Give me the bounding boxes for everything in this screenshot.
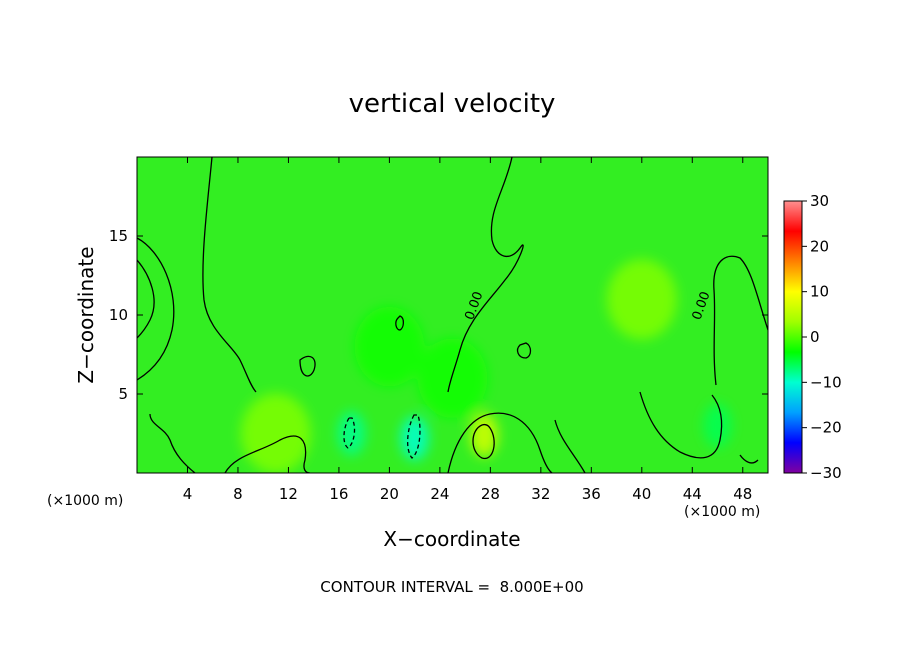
contour-line bbox=[739, 454, 759, 464]
colorbar-scale bbox=[783, 200, 803, 474]
x-tick-label: 36 bbox=[582, 485, 601, 503]
velocity-anomaly bbox=[417, 338, 488, 419]
colorbar-tick-label: 10 bbox=[810, 283, 829, 301]
colorbar-tick-label: 20 bbox=[810, 237, 829, 255]
contour-line bbox=[343, 417, 356, 449]
colorbar-tick-label: −30 bbox=[810, 464, 842, 482]
x-tick-label: 32 bbox=[531, 485, 550, 503]
x-axis-label: X−coordinate bbox=[383, 527, 520, 551]
x-tick-label: 28 bbox=[481, 485, 500, 503]
colorbar-tick-label: 30 bbox=[810, 192, 829, 210]
contour-line bbox=[224, 435, 311, 473]
contour-line bbox=[516, 342, 532, 359]
contour-line bbox=[472, 423, 495, 459]
x-tick-label: 4 bbox=[183, 485, 193, 503]
velocity-anomaly bbox=[470, 413, 499, 458]
contour-line bbox=[639, 391, 723, 459]
contour-line bbox=[395, 315, 405, 331]
contour-line bbox=[554, 419, 586, 473]
x-tick-label: 40 bbox=[632, 485, 651, 503]
colorbar-tick-label: 0 bbox=[810, 328, 820, 346]
y-tick-label: 15 bbox=[109, 227, 128, 245]
contour-line bbox=[447, 157, 524, 393]
x-tick-label: 20 bbox=[380, 485, 399, 503]
velocity-anomaly bbox=[703, 403, 732, 448]
x-unit-right: (×1000 m) bbox=[684, 504, 760, 520]
velocity-anomaly bbox=[606, 259, 677, 340]
y-tick-label: 5 bbox=[118, 385, 128, 403]
velocity-anomaly bbox=[240, 393, 311, 473]
x-tick-label: 44 bbox=[683, 485, 702, 503]
velocity-anomaly bbox=[337, 411, 366, 456]
y-tick-label: 10 bbox=[109, 306, 128, 324]
colorbar: 30 20 10 0 −10 −20 −30 bbox=[783, 192, 842, 482]
velocity-anomaly bbox=[400, 416, 429, 461]
contour-line bbox=[149, 413, 196, 473]
x-tick-label: 16 bbox=[329, 485, 348, 503]
contour-line bbox=[202, 157, 257, 393]
contour-interval-note: CONTOUR INTERVAL = 8.000E+00 bbox=[320, 578, 583, 596]
x-tick-label: 8 bbox=[233, 485, 243, 503]
x-tick-label: 12 bbox=[279, 485, 298, 503]
chart-title: vertical velocity bbox=[349, 89, 556, 119]
contour-line bbox=[447, 412, 553, 473]
x-unit-left: (×1000 m) bbox=[47, 493, 123, 509]
x-tick-label: 24 bbox=[430, 485, 449, 503]
velocity-anomaly bbox=[354, 306, 425, 387]
x-tick-label: 48 bbox=[733, 485, 752, 503]
contour-line bbox=[137, 237, 175, 381]
y-axis-label: Z−coordinate bbox=[74, 246, 98, 383]
contour-line bbox=[137, 259, 155, 339]
contour-line bbox=[299, 355, 316, 377]
colorbar-tick-label: −10 bbox=[810, 373, 842, 391]
contour-line bbox=[407, 414, 421, 459]
colorbar-tick-label: −20 bbox=[810, 419, 842, 437]
contour-line bbox=[713, 255, 768, 386]
